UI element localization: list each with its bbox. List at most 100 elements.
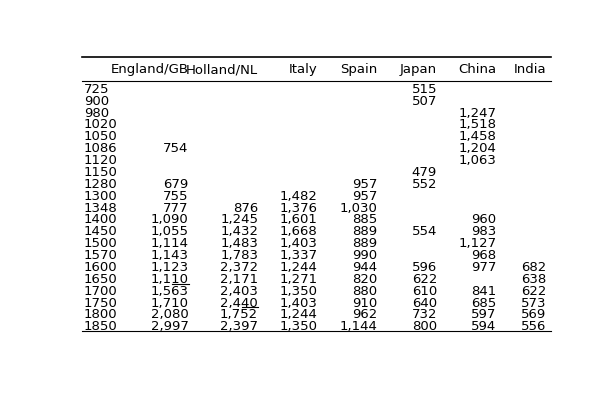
Text: 1050: 1050 <box>84 130 118 143</box>
Text: 573: 573 <box>521 296 546 309</box>
Text: 1280: 1280 <box>84 177 118 190</box>
Text: India: India <box>514 63 546 76</box>
Text: 2,403: 2,403 <box>220 284 258 297</box>
Text: 968: 968 <box>472 248 497 262</box>
Text: Italy: Italy <box>289 63 318 76</box>
Text: 554: 554 <box>411 225 437 238</box>
Text: 679: 679 <box>164 177 189 190</box>
Text: 800: 800 <box>412 320 437 333</box>
Text: 1450: 1450 <box>84 225 118 238</box>
Text: 1,143: 1,143 <box>151 248 189 262</box>
Text: 876: 876 <box>233 201 258 214</box>
Text: 880: 880 <box>352 284 378 297</box>
Text: 960: 960 <box>472 213 497 226</box>
Text: 1,247: 1,247 <box>459 106 497 119</box>
Text: 1,483: 1,483 <box>220 237 258 249</box>
Text: 1,337: 1,337 <box>280 248 318 262</box>
Text: 640: 640 <box>412 296 437 309</box>
Text: 1,244: 1,244 <box>280 260 318 273</box>
Text: 596: 596 <box>412 260 437 273</box>
Text: 990: 990 <box>352 248 378 262</box>
Text: 944: 944 <box>352 260 378 273</box>
Text: 2,397: 2,397 <box>220 320 258 333</box>
Text: 1,710: 1,710 <box>151 296 189 309</box>
Text: 479: 479 <box>412 166 437 179</box>
Text: 1700: 1700 <box>84 284 118 297</box>
Text: 1150: 1150 <box>84 166 118 179</box>
Text: 685: 685 <box>472 296 497 309</box>
Text: 1,783: 1,783 <box>220 248 258 262</box>
Text: 1400: 1400 <box>84 213 117 226</box>
Text: 754: 754 <box>163 142 189 155</box>
Text: 1,403: 1,403 <box>280 296 318 309</box>
Text: 1120: 1120 <box>84 153 118 166</box>
Text: 1,376: 1,376 <box>280 201 318 214</box>
Text: 1020: 1020 <box>84 118 118 131</box>
Text: 1,563: 1,563 <box>151 284 189 297</box>
Text: 957: 957 <box>352 177 378 190</box>
Text: 841: 841 <box>472 284 497 297</box>
Text: 1570: 1570 <box>84 248 118 262</box>
Text: Spain: Spain <box>340 63 378 76</box>
Text: 556: 556 <box>521 320 546 333</box>
Text: 820: 820 <box>352 272 378 285</box>
Text: Holland/NL: Holland/NL <box>186 63 258 76</box>
Text: 889: 889 <box>352 225 378 238</box>
Text: 569: 569 <box>521 308 546 321</box>
Text: 2,171: 2,171 <box>220 272 258 285</box>
Text: 1,350: 1,350 <box>280 320 318 333</box>
Text: 1,030: 1,030 <box>339 201 378 214</box>
Text: 980: 980 <box>84 106 109 119</box>
Text: 515: 515 <box>411 83 437 96</box>
Text: 1,123: 1,123 <box>151 260 189 273</box>
Text: 1,752: 1,752 <box>220 308 258 321</box>
Text: 1348: 1348 <box>84 201 118 214</box>
Text: 1,114: 1,114 <box>151 237 189 249</box>
Text: 1,055: 1,055 <box>151 225 189 238</box>
Text: 552: 552 <box>411 177 437 190</box>
Text: 1,063: 1,063 <box>459 153 497 166</box>
Text: 1650: 1650 <box>84 272 118 285</box>
Text: 900: 900 <box>84 94 109 107</box>
Text: 1600: 1600 <box>84 260 117 273</box>
Text: 1,350: 1,350 <box>280 284 318 297</box>
Text: 725: 725 <box>84 83 109 96</box>
Text: 1800: 1800 <box>84 308 117 321</box>
Text: 1,518: 1,518 <box>459 118 497 131</box>
Text: 597: 597 <box>471 308 497 321</box>
Text: 638: 638 <box>521 272 546 285</box>
Text: 2,440: 2,440 <box>220 296 258 309</box>
Text: 910: 910 <box>352 296 378 309</box>
Text: 983: 983 <box>472 225 497 238</box>
Text: 885: 885 <box>352 213 378 226</box>
Text: 2,372: 2,372 <box>220 260 258 273</box>
Text: 507: 507 <box>411 94 437 107</box>
Text: 1,668: 1,668 <box>280 225 318 238</box>
Text: 2,997: 2,997 <box>151 320 189 333</box>
Text: 1,144: 1,144 <box>339 320 378 333</box>
Text: 1,244: 1,244 <box>280 308 318 321</box>
Text: 610: 610 <box>412 284 437 297</box>
Text: 1086: 1086 <box>84 142 117 155</box>
Text: 732: 732 <box>411 308 437 321</box>
Text: 977: 977 <box>471 260 497 273</box>
Text: 1,458: 1,458 <box>459 130 497 143</box>
Text: 1300: 1300 <box>84 189 118 202</box>
Text: 2,080: 2,080 <box>151 308 189 321</box>
Text: Japan: Japan <box>400 63 437 76</box>
Text: 1500: 1500 <box>84 237 118 249</box>
Text: 962: 962 <box>352 308 378 321</box>
Text: 1,127: 1,127 <box>459 237 497 249</box>
Text: 1,601: 1,601 <box>280 213 318 226</box>
Text: China: China <box>459 63 497 76</box>
Text: 682: 682 <box>521 260 546 273</box>
Text: 1,090: 1,090 <box>151 213 189 226</box>
Text: 1,245: 1,245 <box>220 213 258 226</box>
Text: 957: 957 <box>352 189 378 202</box>
Text: 1,204: 1,204 <box>459 142 497 155</box>
Text: 594: 594 <box>472 320 497 333</box>
Text: 1750: 1750 <box>84 296 118 309</box>
Text: 622: 622 <box>521 284 546 297</box>
Text: 1,271: 1,271 <box>280 272 318 285</box>
Text: 1,403: 1,403 <box>280 237 318 249</box>
